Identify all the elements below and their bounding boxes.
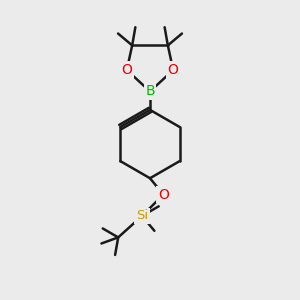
Text: B: B: [145, 84, 155, 98]
Text: O: O: [168, 63, 178, 77]
Text: O: O: [122, 63, 132, 77]
Text: Si: Si: [136, 209, 148, 223]
Text: O: O: [158, 188, 169, 202]
